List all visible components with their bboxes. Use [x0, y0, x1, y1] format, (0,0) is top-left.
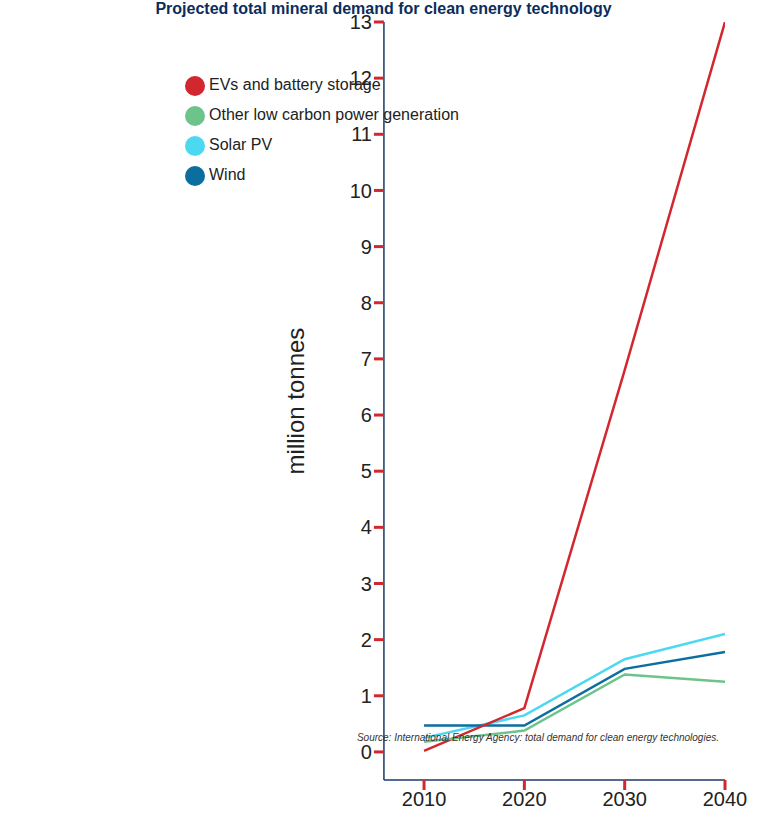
svg-text:10: 10 [350, 180, 372, 202]
svg-text:million tonnes: million tonnes [282, 328, 309, 475]
svg-text:11: 11 [351, 123, 372, 145]
svg-text:4: 4 [361, 516, 372, 538]
svg-text:7: 7 [361, 348, 372, 370]
svg-text:2020: 2020 [502, 788, 547, 810]
svg-text:2040: 2040 [703, 788, 748, 810]
svg-text:1: 1 [361, 685, 372, 707]
svg-text:12: 12 [350, 67, 372, 89]
svg-text:13: 13 [350, 11, 372, 33]
svg-text:8: 8 [361, 292, 372, 314]
svg-text:9: 9 [361, 236, 372, 258]
svg-text:2030: 2030 [602, 788, 647, 810]
svg-text:2: 2 [361, 629, 372, 651]
svg-text:3: 3 [361, 573, 372, 595]
svg-text:2010: 2010 [402, 788, 447, 810]
svg-text:0: 0 [361, 741, 372, 763]
svg-text:5: 5 [361, 460, 372, 482]
svg-text:6: 6 [361, 404, 372, 426]
